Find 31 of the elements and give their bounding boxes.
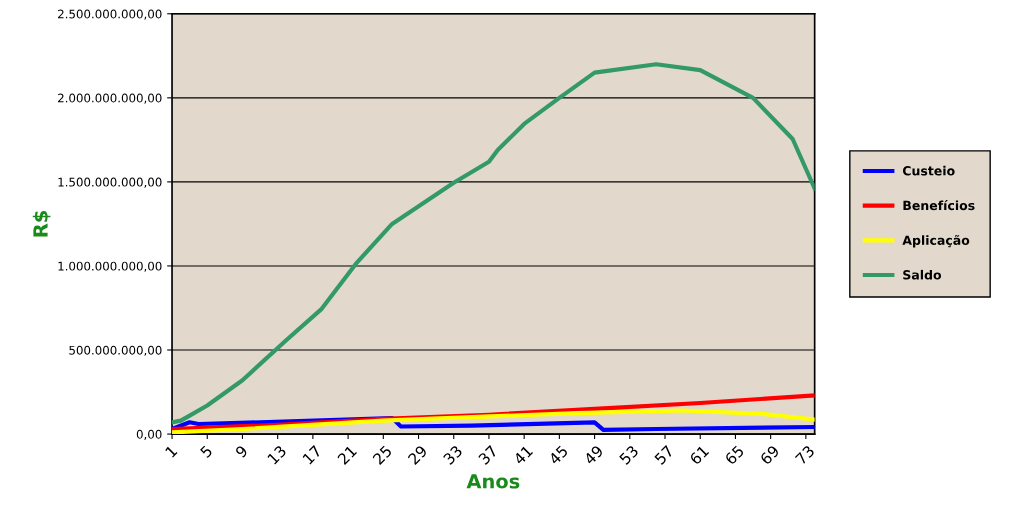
x-tick-label: 65	[724, 444, 745, 466]
x-tick-label: 45	[548, 445, 569, 466]
x-tick-label: 29	[407, 444, 428, 466]
y-tick-label: 2.000.000.000,00	[58, 93, 162, 104]
x-tick-label: 49	[583, 444, 604, 466]
x-tick-label: 5	[199, 445, 213, 459]
x-tick-label: 21	[336, 444, 357, 465]
x-tick-label: 69	[759, 444, 780, 466]
x-tick-label: 37	[477, 444, 499, 466]
y-tick-label: 500.000.000,00	[69, 345, 162, 356]
x-tick-label: 9	[234, 444, 249, 459]
x-tick-label: 57	[654, 445, 675, 466]
y-tick-label: 0,00	[136, 429, 162, 440]
x-tick-label: 61	[689, 444, 710, 466]
y-tick-label: 1.000.000.000,00	[58, 261, 162, 272]
x-tick-label: 41	[512, 445, 534, 466]
x-tick-label: 13	[266, 444, 287, 465]
y-axis-title: R$	[32, 210, 51, 237]
y-tick-label: 1.500.000.000,00	[58, 177, 162, 188]
x-axis-title: Anos	[466, 474, 520, 489]
x-tick-label: 17	[302, 445, 322, 465]
x-tick-label: 25	[372, 444, 393, 466]
x-tick-label: 73	[794, 444, 815, 466]
x-tick-label: 33	[442, 444, 463, 466]
legend-label: Custeio	[902, 165, 955, 176]
y-tick-label: 2.500.000.000,00	[58, 9, 162, 20]
legend-label: Benefícios	[903, 199, 975, 211]
legend-label: Saldo	[903, 269, 942, 280]
x-tick-label: 53	[618, 444, 639, 466]
legend-label: Aplicação	[902, 235, 970, 248]
x-tick-label: 1	[164, 445, 178, 458]
